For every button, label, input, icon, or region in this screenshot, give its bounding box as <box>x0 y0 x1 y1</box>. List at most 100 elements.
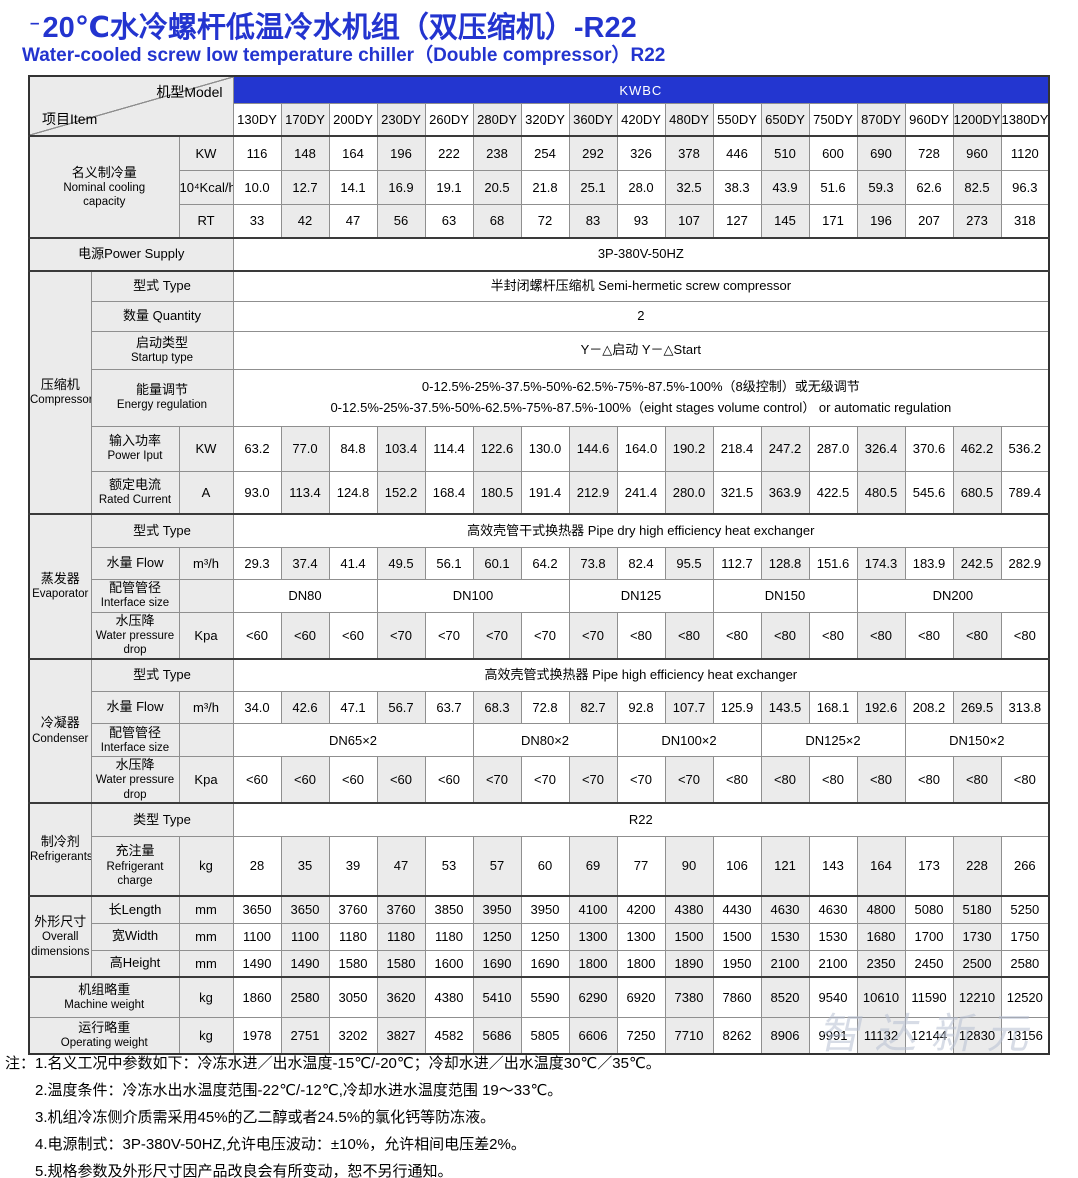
row-label: 类型 Type <box>90 802 234 837</box>
data-cell: 4582 <box>424 1016 474 1055</box>
data-cell: <80 <box>616 611 666 659</box>
data-cell: 82.4 <box>616 546 666 580</box>
data-cell: 2580 <box>280 976 330 1018</box>
data-cell: 164 <box>856 835 906 897</box>
data-cell: 174.3 <box>856 546 906 580</box>
title-main: 20℃水冷螺杆低温冷水机组（双压缩机）-R22 <box>42 12 637 44</box>
model-header-cell: 960DY <box>904 103 954 137</box>
row-label: 水压降 Water pressure drop <box>90 611 180 659</box>
data-cell: 148 <box>280 135 330 171</box>
data-cell: 130.0 <box>520 425 570 472</box>
row-label: 长Length <box>90 895 180 924</box>
data-cell: 168.1 <box>808 691 858 724</box>
merged-value-cell: 2 <box>232 300 1050 332</box>
data-cell: 2450 <box>904 949 954 978</box>
page-title: –20℃水冷螺杆低温冷水机组（双压缩机）-R22 <box>30 4 637 46</box>
data-cell: 152.2 <box>376 470 426 515</box>
group-label: 名义制冷量 Nominal cooling capacity <box>28 135 180 239</box>
data-cell: 4430 <box>712 895 762 924</box>
data-cell: 191.4 <box>520 470 570 515</box>
model-header-cell: 230DY <box>376 103 426 137</box>
data-cell: 68 <box>472 203 522 239</box>
unit-cell: KW <box>178 135 234 171</box>
data-cell: 370.6 <box>904 425 954 472</box>
data-cell: 14.1 <box>328 169 378 205</box>
pipe-size-cell: DN125×2 <box>760 723 906 757</box>
model-header-cell: 130DY <box>232 103 282 137</box>
row-label: 型式 Type <box>90 657 234 692</box>
row-label: 配管管径 Interface size <box>90 578 180 613</box>
data-cell: <70 <box>520 611 570 659</box>
unit-cell: RT <box>178 203 234 239</box>
data-cell: 2500 <box>952 949 1002 978</box>
data-cell: 173 <box>904 835 954 897</box>
data-cell: 16.9 <box>376 169 426 205</box>
merged-value-cell: 0-12.5%-25%-37.5%-50%-62.5%-75%-87.5%-10… <box>232 368 1050 427</box>
data-cell: 57 <box>472 835 522 897</box>
data-cell: 222 <box>424 135 474 171</box>
pipe-size-cell: DN100×2 <box>616 723 762 757</box>
data-cell: 60.1 <box>472 546 522 580</box>
data-cell: 95.5 <box>664 546 714 580</box>
data-cell: 107 <box>664 203 714 239</box>
corner-model-label: 机型Model <box>156 84 223 100</box>
data-cell: 1580 <box>328 949 378 978</box>
data-cell: 51.6 <box>808 169 858 205</box>
data-cell: 292 <box>568 135 618 171</box>
data-cell: 72.8 <box>520 691 570 724</box>
data-cell: 34.0 <box>232 691 282 724</box>
data-cell: 5180 <box>952 895 1002 924</box>
data-cell: 1680 <box>856 922 906 951</box>
data-cell: 247.2 <box>760 425 810 472</box>
data-cell: 1530 <box>808 922 858 951</box>
data-cell: 212.9 <box>568 470 618 515</box>
model-header-cell: 420DY <box>616 103 666 137</box>
unit-cell: Kpa <box>178 611 234 659</box>
data-cell: 960 <box>952 135 1002 171</box>
data-cell: 114.4 <box>424 425 474 472</box>
data-cell: 28.0 <box>616 169 666 205</box>
watermark: 智达新元 <box>816 1012 1050 1058</box>
spec-table: 机型Model 项目Item KWBC 130DY 170DY 200DY 230DY 260… <box>28 75 1051 1055</box>
data-cell: 680.5 <box>952 470 1002 515</box>
data-cell: 19.1 <box>424 169 474 205</box>
title-dash: – <box>30 13 40 32</box>
data-cell: 3650 <box>280 895 330 924</box>
data-cell: 269.5 <box>952 691 1002 724</box>
data-cell: 3827 <box>376 1016 426 1055</box>
data-cell: 5410 <box>472 976 522 1018</box>
data-cell: 2580 <box>1000 949 1050 978</box>
data-cell: 143.5 <box>760 691 810 724</box>
row-label: 输入功率 Power Iput <box>90 425 180 472</box>
data-cell: 10.0 <box>232 169 282 205</box>
row-label: 机组略重 Machine weight <box>28 976 180 1018</box>
data-cell: 113.4 <box>280 470 330 515</box>
data-cell: 1700 <box>904 922 954 951</box>
row-label: 高Height <box>90 949 180 978</box>
data-cell: 1860 <box>232 976 282 1018</box>
row-label: 能量调节 Energy regulation <box>90 368 234 427</box>
data-cell: 422.5 <box>808 470 858 515</box>
notes-list: 1.名义工况中参数如下：冷冻水进／出水温度-15℃/-20℃；冷却水进／出水温度… <box>35 1050 661 1178</box>
data-cell: 1490 <box>280 949 330 978</box>
data-cell: 11132 <box>856 1016 906 1055</box>
data-cell: 3650 <box>232 895 282 924</box>
data-cell: 1100 <box>232 922 282 951</box>
data-cell: <70 <box>520 756 570 804</box>
data-cell: 35 <box>280 835 330 897</box>
data-cell: 64.2 <box>520 546 570 580</box>
data-cell: 7250 <box>616 1016 666 1055</box>
data-cell: 10610 <box>856 976 906 1018</box>
data-cell: 241.4 <box>616 470 666 515</box>
pipe-size-cell: DN100 <box>376 578 570 613</box>
merged-value-cell: Y－△启动 Y－△Start <box>232 330 1050 370</box>
data-cell: 116 <box>232 135 282 171</box>
data-cell: 1490 <box>232 949 282 978</box>
data-cell: 728 <box>904 135 954 171</box>
unit-cell: m³/h <box>178 546 234 580</box>
data-cell: 318 <box>1000 203 1050 239</box>
data-cell: 287.0 <box>808 425 858 472</box>
data-cell: 77 <box>616 835 666 897</box>
data-cell: 73.8 <box>568 546 618 580</box>
note-item: 4.电源制式：3P-380V-50HZ,允许电压波动：±10%，允许相间电压差2… <box>35 1136 526 1153</box>
